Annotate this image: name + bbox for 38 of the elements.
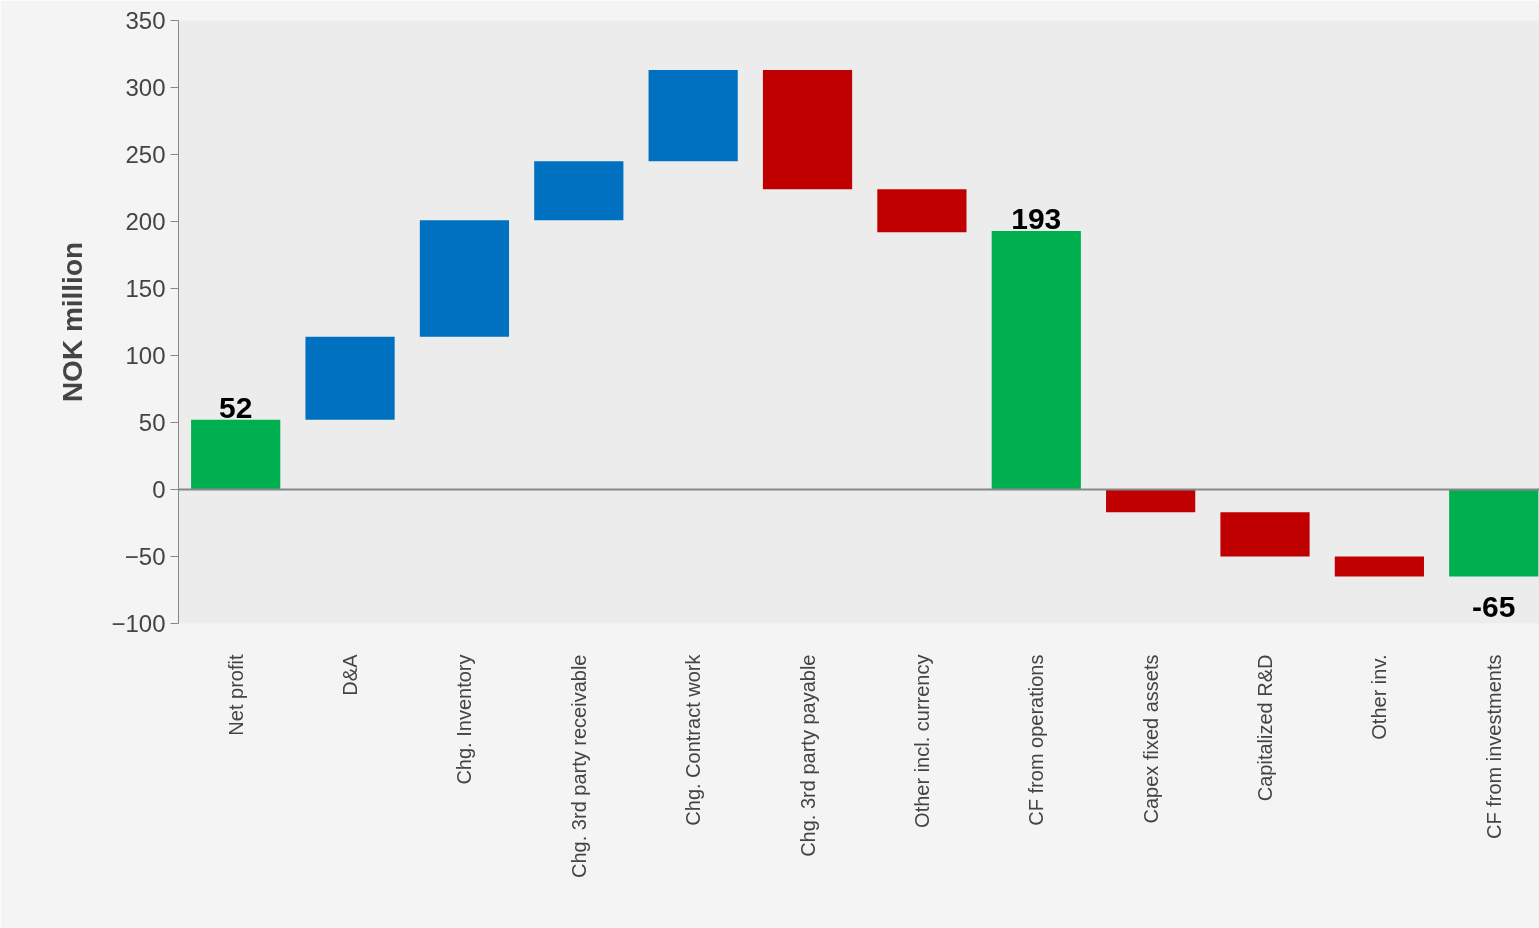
x-tick-label: Capitalized R&D — [1254, 654, 1277, 802]
bar — [191, 419, 281, 490]
x-tick-label: Chg. 3rd party payable — [796, 654, 819, 857]
y-tick-label: 100 — [125, 342, 166, 369]
bar — [419, 220, 510, 337]
bar — [305, 336, 395, 420]
y-tick-label: 50 — [138, 409, 166, 436]
data-label: -65 — [1472, 589, 1516, 623]
y-tick-label: 350 — [125, 7, 166, 34]
bar — [1334, 556, 1424, 577]
x-tick-label: Chg. Inventory — [453, 654, 476, 785]
bar — [648, 70, 738, 162]
bar — [877, 189, 967, 233]
bar — [1106, 489, 1196, 513]
x-tick-label: CF from investments — [1482, 654, 1505, 839]
x-tick-label: D&A — [339, 653, 362, 696]
y-tick-label: −50 — [124, 543, 166, 570]
y-tick-label: −100 — [111, 610, 166, 637]
x-tick-label: Chg. Contract work — [682, 653, 705, 826]
x-tick-label: Other inv. — [1368, 654, 1391, 740]
bar — [1220, 512, 1310, 557]
data-label: 193 — [1011, 201, 1062, 235]
data-label: 52 — [219, 390, 253, 424]
x-tick-label: Chg. 3rd party receivable — [567, 654, 590, 878]
y-axis-title: NOK million — [57, 241, 89, 403]
bar — [991, 230, 1081, 490]
bar — [534, 161, 624, 221]
bar — [1449, 489, 1539, 577]
bar — [762, 70, 853, 190]
x-tick-label: Other incl. currency — [910, 654, 933, 828]
x-tick-label: Net profit — [224, 654, 247, 736]
y-tick-label: 0 — [152, 476, 166, 503]
x-tick-label: CF from operations — [1025, 654, 1048, 826]
y-tick-label: 200 — [125, 208, 166, 235]
y-tick-label: 300 — [125, 74, 166, 101]
y-tick-label: 150 — [125, 275, 166, 302]
y-tick-label: 250 — [125, 141, 166, 168]
x-tick-label: Capex fixed assets — [1139, 654, 1162, 824]
